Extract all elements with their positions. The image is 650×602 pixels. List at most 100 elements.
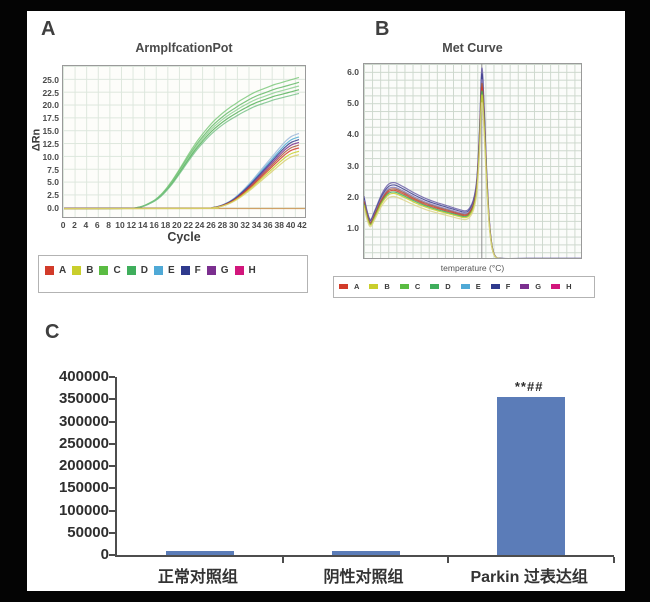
legend-label-B: B xyxy=(86,265,94,276)
x-tick-label: 6 xyxy=(94,220,100,230)
legend-label-H: H xyxy=(566,282,572,291)
bar-chart-plot xyxy=(115,377,615,563)
bar-Parkin 过表达组 xyxy=(497,397,566,555)
melt-title: Met Curve xyxy=(442,41,503,55)
y-tick-dash xyxy=(109,487,115,490)
y-tick-label: 5.0 xyxy=(347,98,359,109)
y-tick-dash xyxy=(109,376,115,378)
amplification-legend-items: A B C D E F G H xyxy=(39,256,307,276)
x-tick-label: 32 xyxy=(240,220,250,230)
y-tick-label: 2.0 xyxy=(347,191,359,202)
panel-b-letter: B xyxy=(375,18,390,40)
x-tick-label: 30 xyxy=(229,220,239,230)
x-tick-label: 0 xyxy=(60,220,66,230)
melt-legend-box: A B C D E F G H xyxy=(333,276,595,298)
y-tick-label: 17.5 xyxy=(42,113,59,124)
melt-yticks: 1.0 2.0 3.0 4.0 5.0 6.0 xyxy=(337,63,359,259)
legend-swatch-C xyxy=(99,266,109,275)
y-tick-label: 200000 xyxy=(58,457,109,474)
y-tick-label: 10.0 xyxy=(42,151,59,162)
x-tick-label: 36 xyxy=(263,220,273,230)
legend-label-B: B xyxy=(384,282,390,291)
legend-swatch-B xyxy=(72,266,82,275)
x-tick-label: 34 xyxy=(251,220,262,230)
y-tick-label: 12.5 xyxy=(42,138,59,149)
y-tick-label: 0.0 xyxy=(47,203,59,213)
legend-label-D: D xyxy=(140,265,148,276)
x-tick-dash xyxy=(281,557,284,563)
y-tick-dash xyxy=(109,509,115,512)
category-label: 阴性对照组 xyxy=(323,569,404,586)
legend-swatch-E xyxy=(460,284,470,289)
y-tick-label: 4.0 xyxy=(347,129,359,140)
category-label: 正常对照组 xyxy=(157,569,238,586)
legend-label-D: D xyxy=(445,282,451,291)
x-tick-label: 42 xyxy=(297,220,307,230)
legend-label-E: E xyxy=(475,282,481,291)
amplification-plot xyxy=(62,65,306,218)
melt-xlabel: temperature (°C) xyxy=(440,263,505,273)
y-tick-label: 350000 xyxy=(58,390,109,408)
y-tick-label: 150000 xyxy=(58,479,109,497)
legend-swatch-H xyxy=(551,284,561,289)
legend-swatch-F xyxy=(180,266,190,275)
y-tick-label: 250000 xyxy=(58,434,109,452)
legend-label-C: C xyxy=(414,282,421,291)
legend-swatch-B xyxy=(369,284,379,289)
bar-阴性对照组 xyxy=(331,551,400,555)
legend-label-H: H xyxy=(248,265,256,276)
y-tick-label: 300000 xyxy=(58,412,109,430)
x-tick-label: 22 xyxy=(183,220,193,230)
amplification-title: ArmplfcationPot xyxy=(135,41,233,55)
y-tick-label: 3.0 xyxy=(347,160,359,171)
y-tick-label: 20.0 xyxy=(42,100,59,111)
y-tick-dash xyxy=(109,531,115,534)
y-tick-label: 22.5 xyxy=(42,87,59,98)
legend-label-A: A xyxy=(354,282,360,291)
amplification-xlabel: Cycle xyxy=(167,230,201,244)
y-tick-label: 5.0 xyxy=(47,177,59,188)
x-tick-dash xyxy=(613,557,615,563)
legend-swatch-G xyxy=(206,266,216,275)
x-tick-label: 16 xyxy=(149,220,159,230)
amplification-ylabel: ΔRn xyxy=(30,128,43,152)
amplification-xticks: 0 2 4 6 8 10 12 14 16 18 20 22 24 26 28 30 32 34 36 38 40 42 xyxy=(60,220,307,230)
amplification-legend-box: A B C D E F G H xyxy=(38,255,308,293)
x-tick-label: 38 xyxy=(274,220,284,230)
legend-swatch-D xyxy=(126,266,136,275)
y-tick-dash xyxy=(109,554,115,556)
legend-swatch-H xyxy=(234,266,244,275)
melt-legend-items: A B C D E F G H xyxy=(334,277,594,291)
legend-swatch-A xyxy=(45,266,54,275)
category-label: Parkin 过表达组 xyxy=(470,569,588,586)
x-tick-label: 24 xyxy=(194,220,205,230)
y-tick-dash xyxy=(109,398,115,401)
legend-swatch-D xyxy=(430,284,440,289)
x-tick-label: 4 xyxy=(83,220,89,230)
y-tick-dash xyxy=(109,420,115,423)
legend-swatch-F xyxy=(490,284,500,289)
legend-swatch-E xyxy=(153,266,163,275)
bar-chart-yticks: 0 50000 100000 150000 200000 250000 300000 3500… xyxy=(55,368,109,563)
legend-label-E: E xyxy=(167,265,175,276)
amplification-ylabel-wrap: ΔRn xyxy=(29,129,43,152)
y-tick-dash xyxy=(109,442,115,445)
x-tick-label: 20 xyxy=(172,220,182,230)
x-tick-label: 10 xyxy=(115,220,125,230)
legend-swatch-A xyxy=(339,284,348,289)
x-tick-label: 12 xyxy=(126,220,137,230)
x-tick-label: 8 xyxy=(106,220,111,230)
y-tick-label: 400000 xyxy=(58,368,109,385)
melt-plot xyxy=(363,63,582,259)
y-tick-label: 0 xyxy=(100,546,109,563)
x-tick-label: 2 xyxy=(72,220,77,230)
y-tick-label: 7.5 xyxy=(47,164,59,175)
x-tick-label: 28 xyxy=(217,220,228,230)
legend-label-A: A xyxy=(59,265,67,276)
x-tick-label: 14 xyxy=(138,220,148,230)
y-tick-label: 2.5 xyxy=(47,190,59,201)
bar-正常对照组 xyxy=(165,551,234,555)
x-tick-label: 40 xyxy=(285,220,296,230)
legend-label-F: F xyxy=(194,265,201,276)
x-tick-dash xyxy=(447,557,450,563)
